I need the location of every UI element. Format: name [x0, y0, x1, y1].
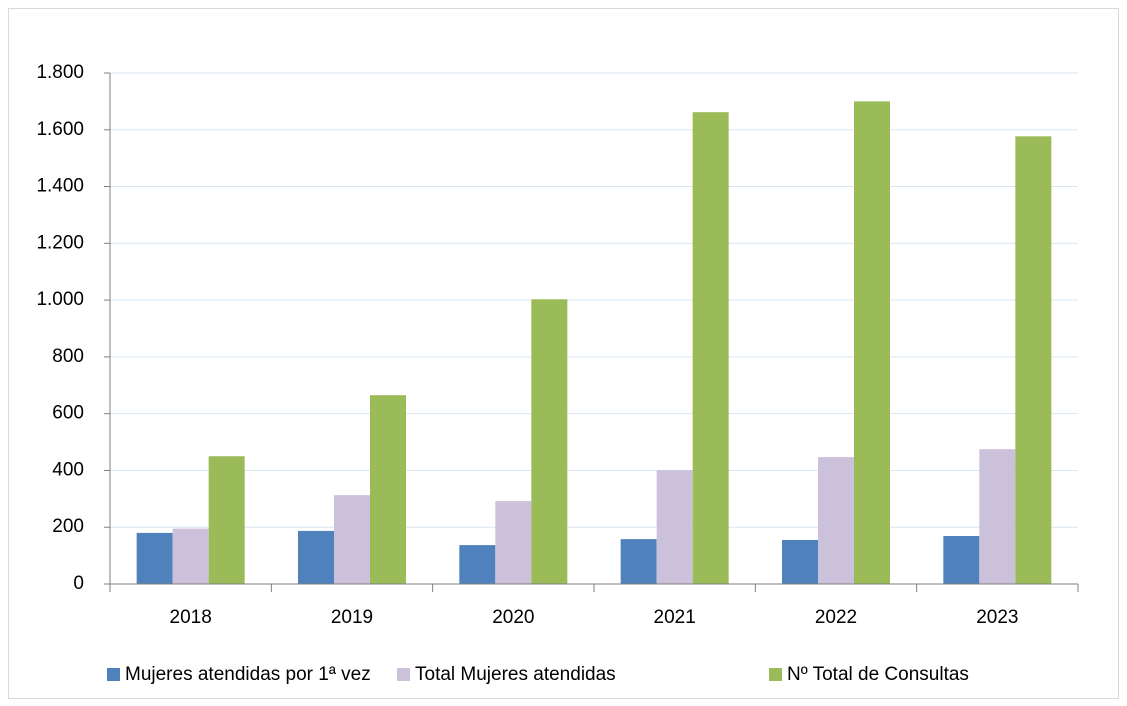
legend-label: Nº Total de Consultas	[787, 664, 969, 685]
legend-label: Mujeres atendidas por 1ª vez	[125, 664, 371, 685]
y-tick-label: 800	[52, 346, 84, 367]
y-tick-label: 600	[52, 403, 84, 424]
x-tick-label: 2023	[976, 607, 1018, 628]
legend-swatch	[107, 668, 120, 681]
legend-swatch	[397, 668, 410, 681]
bar	[334, 495, 370, 584]
bar	[620, 539, 657, 584]
y-tick-label: 1.600	[36, 119, 84, 140]
x-tick-label: 2022	[815, 607, 857, 628]
y-tick-label: 0	[73, 573, 84, 594]
x-tick-label: 2019	[331, 607, 373, 628]
x-tick-label: 2021	[654, 607, 696, 628]
x-tick-label: 2020	[492, 607, 534, 628]
bar	[943, 536, 980, 584]
y-tick-label: 200	[52, 516, 84, 537]
bar	[531, 299, 568, 584]
x-tick-label: 2018	[170, 607, 212, 628]
y-tick-label: 1.000	[36, 289, 84, 310]
y-tick-label: 1.800	[36, 62, 84, 83]
y-tick-label: 400	[52, 459, 84, 480]
bar	[854, 101, 890, 584]
bar	[136, 532, 173, 584]
bar	[818, 457, 854, 584]
y-tick-label: 1.200	[36, 232, 84, 253]
y-tick-label: 1.400	[36, 176, 84, 197]
bar	[782, 539, 818, 584]
bar	[459, 545, 496, 584]
bar	[298, 530, 334, 584]
bar	[656, 470, 693, 584]
bar	[495, 501, 532, 584]
legend-label: Total Mujeres atendidas	[415, 664, 616, 685]
bar	[692, 112, 729, 584]
bar	[172, 528, 209, 584]
bar	[208, 456, 245, 584]
bar	[370, 395, 406, 584]
bar	[1015, 136, 1052, 584]
bar	[979, 449, 1016, 584]
legend-swatch	[769, 668, 782, 681]
